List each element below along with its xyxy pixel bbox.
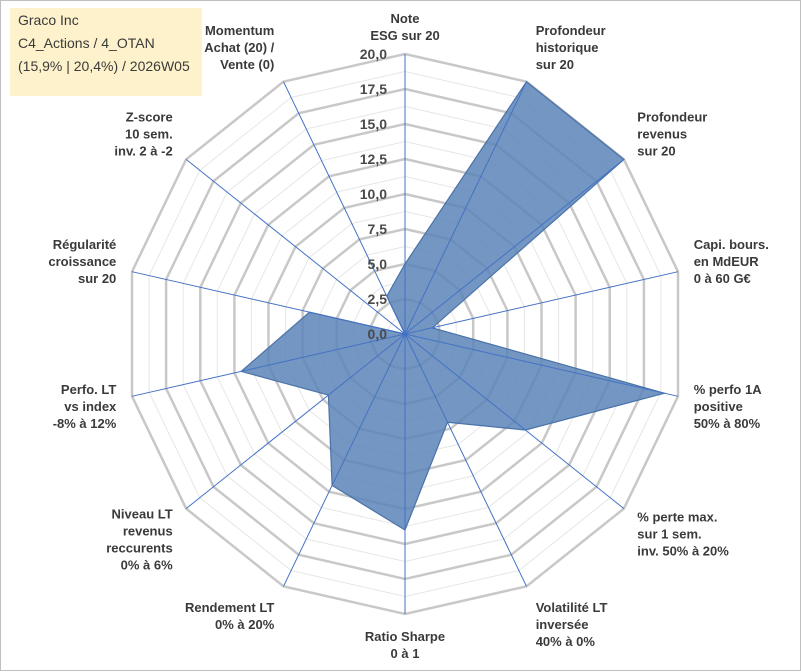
- axis-label: Profondeur revenus sur 20: [637, 110, 707, 159]
- axis-spoke: [404, 159, 625, 335]
- axis-label: Capi. bours. en MdEUR 0 à 60 G€: [694, 237, 769, 286]
- axis-label: Note ESG sur 20: [370, 11, 439, 43]
- axis-spoke: [185, 159, 406, 335]
- axis-label: Rendement LT 0% à 20%: [185, 600, 275, 632]
- tick-label: 20,0: [360, 46, 387, 62]
- tick-label: 12,5: [360, 151, 387, 167]
- axis-spoke: [404, 81, 527, 335]
- axis-label: Régularité croissance sur 20: [48, 237, 116, 286]
- axis-spoke: [404, 333, 679, 397]
- tick-label: 0,0: [368, 326, 388, 342]
- axis-label: Momentum Achat (20) / Vente (0): [204, 23, 274, 72]
- axis-spoke: [404, 333, 625, 509]
- axis-label: % perfo 1A positive 50% à 80%: [694, 382, 763, 431]
- axis-spoke: [404, 271, 679, 335]
- axis-label: Z-score 10 sem. inv. 2 à -2: [114, 110, 172, 159]
- performance-period: (15,9% | 20,4%) / 2026W05: [18, 58, 190, 74]
- axis-label: Profondeur historique sur 20: [536, 23, 606, 72]
- chart-title-box: Graco Inc C4_Actions / 4_OTAN (15,9% | 2…: [10, 8, 202, 96]
- tick-label: 5,0: [368, 256, 388, 272]
- axis-spoke: [185, 333, 406, 509]
- axis-spoke: [283, 81, 406, 335]
- axis-spoke: [404, 333, 527, 587]
- axis-label: Ratio Sharpe 0 à 1: [365, 629, 445, 661]
- axis-label: Volatilité LT inversée 40% à 0%: [536, 600, 608, 649]
- tick-label: 2,5: [368, 291, 388, 307]
- axis-spoke: [283, 333, 406, 587]
- company-name: Graco Inc: [18, 12, 79, 28]
- axis-label: Perfo. LT vs index -8% à 12%: [53, 382, 117, 431]
- portfolio-category: C4_Actions / 4_OTAN: [18, 35, 155, 51]
- radar-spokes: [131, 54, 679, 614]
- tick-label: 10,0: [360, 186, 387, 202]
- tick-label: 17,5: [360, 81, 387, 97]
- tick-label: 15,0: [360, 116, 387, 132]
- axis-label: % perte max. sur 1 sem. inv. 50% à 20%: [637, 510, 729, 559]
- axis-spoke: [131, 333, 406, 397]
- radar-axis-labels: Note ESG sur 20 Profondeur historique sur 20…: [48, 11, 768, 661]
- axis-label: Niveau LT revenus reccurents 0% à 6%: [106, 506, 173, 572]
- radar-tick-labels: 0,0 2,5 5,0 7,5 10,0 12,5 15,0 17,5 20,0: [360, 46, 387, 342]
- tick-label: 7,5: [368, 221, 388, 237]
- axis-spoke: [131, 271, 406, 335]
